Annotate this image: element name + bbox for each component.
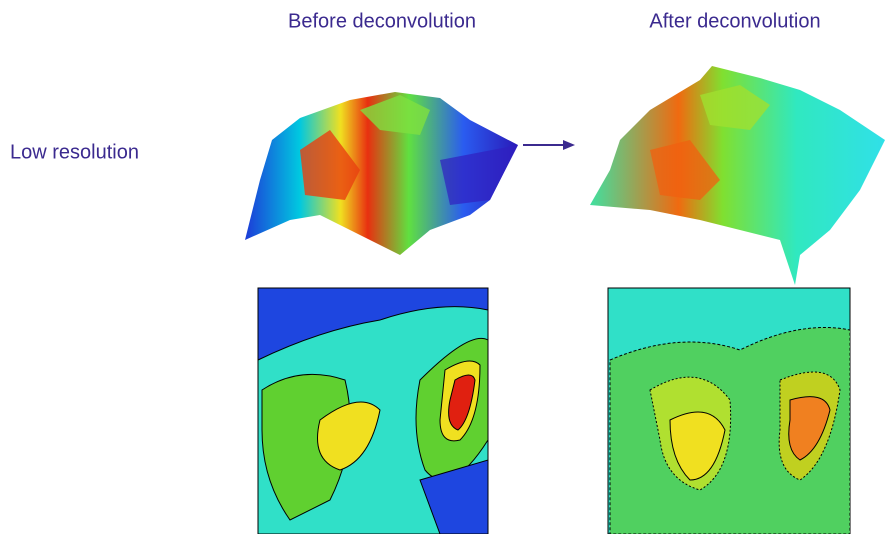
page: Before deconvolution After deconvolution… [0,0,896,534]
slide: Before deconvolution After deconvolution… [0,0,896,534]
column-header: Before deconvolution [288,10,476,32]
row-label: Low resolution [10,141,139,163]
surface-after [590,66,885,285]
contour-before [258,288,488,534]
arrow [523,140,575,150]
surface-before [245,92,518,255]
contour-after [608,288,850,534]
column-header: After deconvolution [649,10,820,32]
